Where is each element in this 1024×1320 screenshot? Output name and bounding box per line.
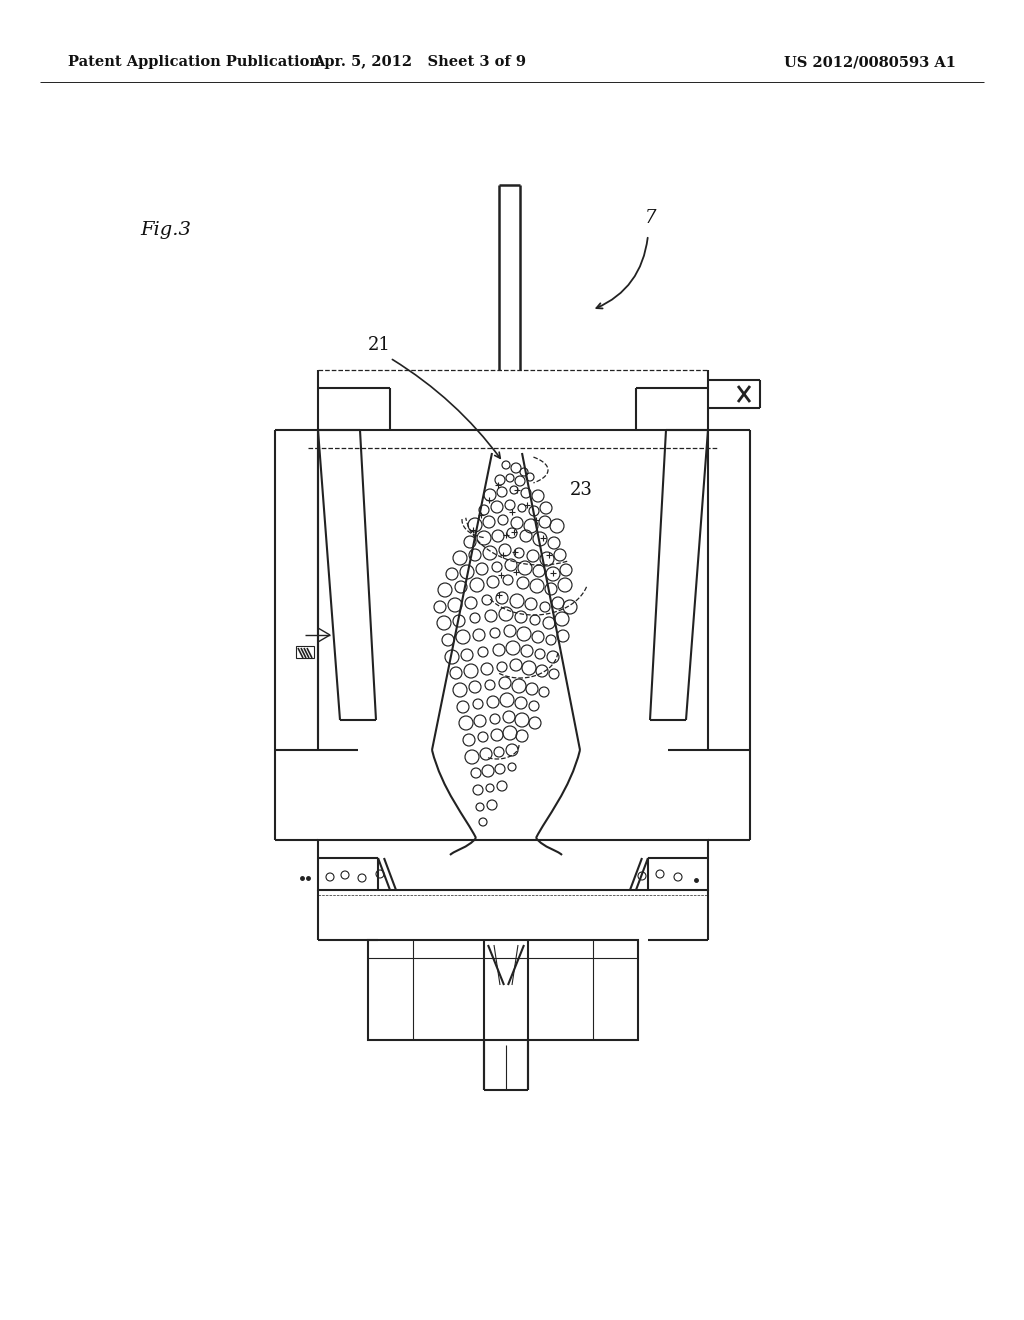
Text: 21: 21 (368, 337, 391, 354)
Text: 23: 23 (570, 480, 593, 499)
Text: Apr. 5, 2012   Sheet 3 of 9: Apr. 5, 2012 Sheet 3 of 9 (313, 55, 526, 69)
Bar (318, 840, 708, 890)
Text: US 2012/0080593 A1: US 2012/0080593 A1 (784, 55, 956, 69)
Text: Fig.3: Fig.3 (140, 220, 190, 239)
Bar (296, 645, 314, 657)
Text: Patent Application Publication: Patent Application Publication (68, 55, 319, 69)
Text: 7: 7 (645, 209, 656, 227)
Bar (368, 940, 638, 1040)
